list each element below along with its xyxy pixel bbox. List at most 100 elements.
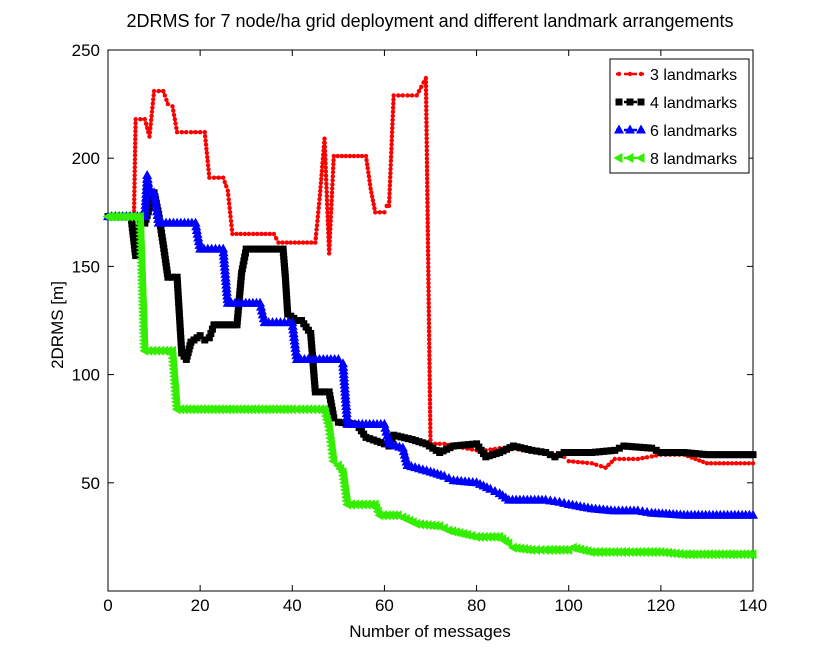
data-point bbox=[261, 245, 269, 253]
data-point bbox=[328, 218, 333, 224]
data-point bbox=[327, 234, 333, 240]
data-point bbox=[428, 425, 433, 430]
data-point bbox=[202, 130, 207, 135]
data-point bbox=[132, 145, 138, 150]
data-point bbox=[335, 153, 340, 159]
data-point bbox=[271, 231, 277, 237]
legend-marker bbox=[624, 153, 634, 163]
data-point bbox=[132, 161, 138, 166]
y-tick-label: 150 bbox=[72, 257, 100, 276]
data-point bbox=[426, 305, 431, 310]
x-tick-label: 100 bbox=[555, 596, 583, 615]
data-point bbox=[724, 451, 732, 459]
data-point bbox=[424, 176, 430, 181]
data-point bbox=[717, 461, 722, 466]
legend-marker bbox=[638, 71, 644, 77]
data-point bbox=[240, 257, 248, 265]
data-point bbox=[276, 240, 281, 245]
data-point bbox=[150, 101, 156, 106]
data-point bbox=[326, 251, 332, 256]
data-point bbox=[389, 130, 395, 135]
data-point bbox=[425, 224, 430, 230]
data-point bbox=[603, 447, 611, 455]
data-point bbox=[323, 173, 329, 178]
data-point bbox=[328, 214, 334, 220]
data-point bbox=[255, 231, 260, 237]
data-point bbox=[204, 146, 209, 151]
data-point bbox=[684, 449, 692, 457]
data-point bbox=[372, 206, 377, 211]
data-point bbox=[648, 444, 656, 452]
data-point bbox=[424, 136, 429, 141]
data-point bbox=[175, 306, 183, 314]
data-point bbox=[225, 321, 233, 329]
data-point bbox=[311, 384, 319, 392]
data-point bbox=[390, 431, 398, 439]
data-point bbox=[347, 153, 353, 159]
data-point bbox=[289, 331, 300, 341]
legend-marker bbox=[635, 153, 645, 163]
data-point bbox=[130, 234, 138, 242]
data-point bbox=[742, 461, 747, 466]
data-point bbox=[279, 249, 287, 257]
data-point bbox=[282, 281, 290, 289]
data-point bbox=[721, 451, 729, 459]
data-point bbox=[427, 397, 433, 402]
data-point bbox=[469, 447, 475, 452]
data-point bbox=[328, 222, 333, 228]
data-point bbox=[546, 451, 554, 459]
data-point bbox=[273, 236, 279, 241]
data-point bbox=[296, 240, 302, 245]
data-point bbox=[325, 214, 330, 219]
data-point bbox=[289, 335, 300, 345]
data-point bbox=[426, 296, 431, 302]
data-point bbox=[175, 298, 183, 306]
data-point bbox=[714, 451, 722, 459]
data-point bbox=[310, 373, 318, 381]
legend-item: 4 landmarks bbox=[615, 95, 737, 112]
data-point bbox=[227, 210, 233, 215]
data-point bbox=[333, 353, 344, 363]
data-point bbox=[246, 231, 252, 237]
data-point bbox=[319, 168, 325, 174]
data-point bbox=[731, 451, 739, 459]
data-point bbox=[427, 405, 433, 410]
data-point bbox=[175, 302, 183, 310]
data-point bbox=[281, 266, 289, 274]
data-point bbox=[129, 230, 137, 238]
x-tick-label: 20 bbox=[191, 596, 210, 615]
data-point bbox=[728, 451, 736, 459]
data-point bbox=[132, 165, 138, 170]
data-point bbox=[193, 232, 204, 242]
data-point bbox=[236, 287, 244, 295]
data-point bbox=[133, 117, 138, 122]
data-point bbox=[461, 441, 469, 449]
x-tick-label: 80 bbox=[467, 596, 486, 615]
data-point bbox=[216, 175, 221, 180]
data-point bbox=[425, 228, 431, 234]
data-point bbox=[426, 321, 432, 326]
data-point bbox=[640, 455, 645, 461]
data-point bbox=[580, 449, 588, 457]
data-point bbox=[196, 332, 204, 340]
data-point bbox=[229, 227, 235, 232]
data-point bbox=[426, 309, 432, 314]
data-point bbox=[132, 193, 137, 198]
data-point bbox=[281, 273, 289, 281]
x-axis-label: Number of messages bbox=[349, 622, 511, 641]
data-point bbox=[132, 177, 137, 182]
data-point bbox=[748, 509, 758, 519]
data-point bbox=[323, 165, 328, 170]
data-point bbox=[594, 462, 599, 467]
data-point bbox=[396, 93, 401, 98]
data-point bbox=[542, 449, 550, 457]
data-point bbox=[176, 320, 184, 328]
data-point bbox=[324, 202, 330, 207]
data-point bbox=[174, 284, 182, 292]
data-point bbox=[388, 174, 393, 180]
data-point bbox=[425, 232, 431, 238]
data-point bbox=[717, 451, 725, 459]
data-point bbox=[626, 456, 631, 462]
data-point bbox=[292, 240, 298, 245]
